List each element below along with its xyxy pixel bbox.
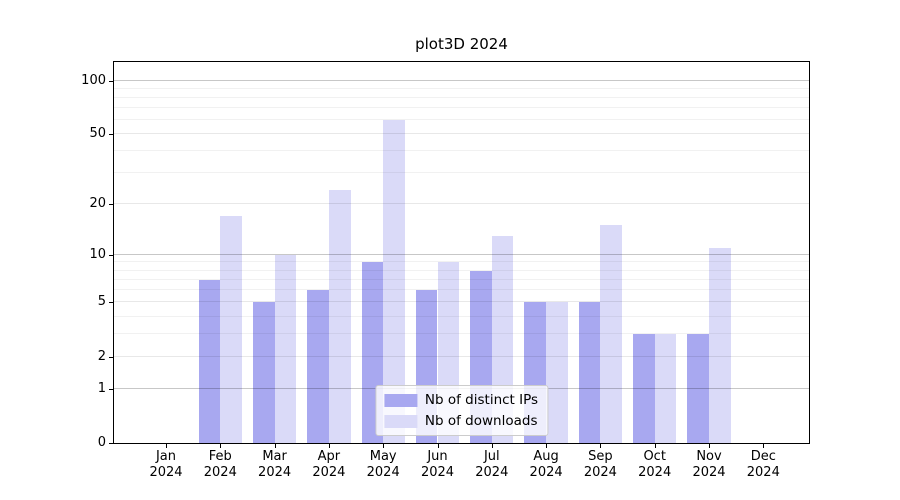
y-tick-mark [109, 388, 113, 390]
x-tick-mark [763, 444, 765, 448]
bar-distinct-ips [578, 302, 601, 443]
bar-distinct-ips [687, 334, 709, 443]
x-tick-label: Nov 2024 [692, 449, 726, 480]
x-tick-mark [709, 444, 710, 448]
y-tick-mark [109, 356, 113, 358]
x-tick-mark [166, 444, 167, 448]
y-tick-mark [109, 302, 113, 304]
legend-label: Nb of downloads [424, 413, 538, 429]
bar-downloads [274, 254, 297, 443]
x-tick-label: Dec 2024 [746, 449, 780, 480]
x-tick-label: Aug 2024 [529, 449, 563, 480]
y-tick-mark [109, 443, 113, 444]
bar-downloads [709, 247, 731, 443]
legend-label: Nb of distinct IPs [424, 392, 539, 408]
bar-downloads [546, 302, 568, 443]
plot-area: Nb of distinct IPs Nb of downloads [113, 61, 810, 444]
x-tick-label: Oct 2024 [638, 449, 672, 480]
legend-item: Nb of downloads [383, 413, 538, 429]
x-tick-label: Jan 2024 [149, 449, 183, 480]
x-tick-label: Apr 2024 [312, 449, 346, 480]
y-tick-mark [109, 203, 113, 205]
bar-downloads [600, 225, 623, 443]
x-tick-mark [654, 444, 656, 448]
y-tick-label: 0 [97, 435, 106, 450]
y-tick-label: 50 [89, 126, 106, 142]
y-tick-mark [109, 254, 113, 256]
x-tick-mark [437, 444, 439, 448]
y-tick-label: 5 [97, 294, 106, 310]
chart-title: plot3D 2024 [415, 35, 508, 53]
x-tick-mark [274, 444, 276, 448]
y-tick-label: 100 [81, 72, 106, 88]
y-tick-label: 10 [89, 246, 106, 262]
x-tick-mark [600, 444, 602, 448]
bar-distinct-ips [198, 279, 221, 443]
x-tick-label: Jul 2024 [475, 449, 509, 480]
legend-item: Nb of distinct IPs [383, 392, 539, 408]
bar-downloads [654, 334, 677, 443]
x-tick-label: Mar 2024 [258, 449, 292, 480]
bar-distinct-ips [633, 334, 655, 443]
legend: Nb of distinct IPs Nb of downloads [374, 385, 549, 436]
y-tick-label: 20 [89, 195, 106, 211]
x-tick-label: Jun 2024 [420, 449, 455, 480]
x-tick-label: May 2024 [366, 449, 400, 480]
y-tick-label: 2 [97, 348, 106, 364]
y-tick-mark [109, 80, 113, 82]
x-tick-mark [383, 444, 385, 448]
x-tick-mark [491, 444, 493, 448]
bar-distinct-ips [307, 290, 329, 443]
x-tick-mark [546, 444, 548, 448]
y-tick-mark [109, 134, 113, 136]
y-tick-label: 1 [97, 380, 106, 396]
bar-downloads [328, 190, 351, 443]
x-tick-label: Sep 2024 [583, 449, 617, 480]
legend-swatch-downloads [383, 414, 417, 428]
bar-downloads [220, 216, 242, 443]
x-tick-mark [328, 444, 330, 448]
x-tick-label: Feb 2024 [203, 449, 237, 480]
bar-distinct-ips [252, 302, 275, 443]
legend-swatch-distinct-ips [383, 393, 417, 407]
x-tick-mark [220, 444, 222, 448]
bar-downloads [383, 120, 405, 443]
